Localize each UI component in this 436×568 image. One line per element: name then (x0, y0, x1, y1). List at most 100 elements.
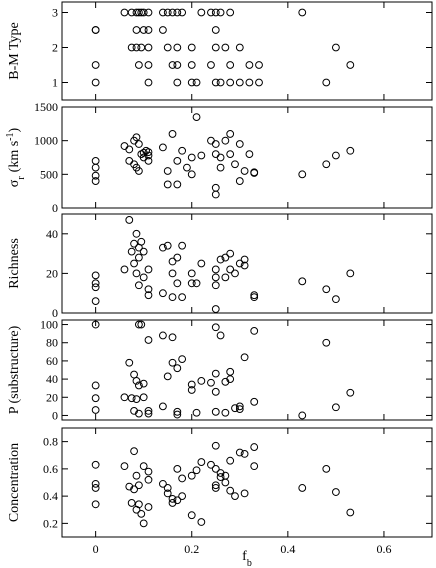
data-point (187, 170, 196, 179)
data-point (159, 8, 167, 17)
data-point (226, 78, 235, 87)
data-point (211, 281, 220, 290)
data-point (91, 406, 100, 414)
data-point (226, 486, 235, 495)
data-point (134, 281, 143, 290)
data-point (197, 8, 206, 17)
data-point (197, 377, 206, 385)
data-point (231, 492, 239, 501)
data-point (211, 481, 220, 490)
data-point (235, 448, 244, 457)
data-point (211, 387, 220, 396)
data-point (144, 78, 153, 87)
data-point (91, 381, 100, 390)
data-point (331, 488, 340, 496)
y-tick-label: 0.2 (43, 516, 58, 530)
data-point (120, 462, 129, 471)
data-point (163, 241, 172, 250)
data-point (139, 379, 148, 388)
data-point (91, 271, 100, 280)
data-point (298, 411, 307, 420)
data-point (139, 273, 148, 282)
data-point (144, 8, 153, 17)
data-point (139, 462, 148, 471)
data-point (250, 397, 259, 406)
data-point (187, 279, 196, 288)
data-point (173, 253, 182, 262)
data-point (211, 305, 220, 313)
x-tick-label: 0.2 (184, 542, 199, 556)
data-point (211, 183, 220, 192)
data-point (211, 8, 220, 17)
data-point (132, 377, 141, 385)
data-point (192, 279, 201, 288)
data-point (207, 61, 215, 69)
data-point (137, 43, 146, 52)
data-point (144, 285, 153, 294)
data-point (221, 43, 230, 52)
data-point (91, 26, 100, 34)
data-point (211, 78, 220, 87)
data-point (120, 142, 129, 150)
plot-frame (61, 427, 433, 538)
data-point (216, 8, 225, 17)
data-point (91, 479, 100, 488)
panel-2: 0 500 1000 1500 σr(km s-1) (5, 100, 433, 215)
data-point (216, 78, 225, 87)
plot-frame (61, 213, 433, 314)
y-tick-label: 1000 (34, 134, 58, 148)
data-point (250, 168, 259, 177)
data-point (132, 269, 141, 278)
data-point (120, 8, 129, 17)
data-point (298, 8, 307, 17)
data-point (226, 8, 235, 17)
data-point (250, 462, 259, 471)
data-point (91, 320, 100, 329)
data-point (216, 153, 225, 162)
panel-4: 0 20 40 60 80 100 P (substructure) (7, 318, 433, 422)
data-point (144, 26, 153, 34)
data-point (226, 61, 235, 69)
data-point (192, 113, 201, 121)
data-point (132, 26, 141, 34)
data-point (245, 150, 254, 159)
data-point (211, 369, 220, 378)
data-point (322, 285, 331, 294)
x-tick-label: 0 (93, 542, 99, 556)
data-point (216, 163, 225, 172)
plot-frame (61, 106, 433, 209)
data-point (91, 279, 100, 288)
data-point (91, 484, 100, 492)
y-tick-label: 2 (52, 41, 58, 55)
data-point (139, 247, 148, 256)
data-point (144, 336, 153, 344)
data-point (331, 151, 340, 160)
data-point (178, 474, 187, 483)
data-point (168, 61, 177, 69)
data-point (144, 467, 153, 476)
data-point (173, 407, 182, 416)
data-point (178, 355, 187, 363)
y-tick-label: 0 (52, 408, 58, 422)
data-point (226, 375, 235, 383)
data-point (211, 43, 220, 52)
data-point (134, 500, 143, 509)
data-point (187, 269, 196, 278)
y-tick-label: 20 (46, 390, 58, 404)
data-point (137, 509, 146, 518)
y-tick-label: 0.4 (43, 489, 58, 503)
y-tick-label: 60 (46, 354, 58, 368)
data-point (91, 283, 100, 292)
data-point (235, 177, 244, 185)
data-point (91, 156, 100, 165)
data-point (130, 447, 138, 456)
x-axis-label: fb (242, 549, 252, 568)
data-point (240, 489, 249, 498)
data-point (216, 331, 225, 340)
data-point (134, 167, 143, 175)
data-point (346, 269, 355, 278)
data-point (231, 404, 239, 413)
data-point (173, 364, 182, 373)
data-point (134, 61, 143, 69)
